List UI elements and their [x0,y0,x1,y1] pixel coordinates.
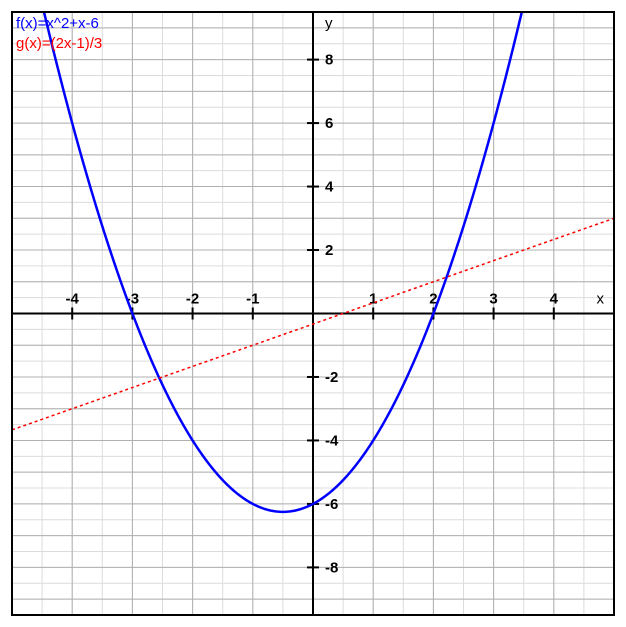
y-tick-label: 2 [325,242,333,259]
y-tick-label: -6 [325,496,338,513]
y-tick-label: -4 [325,432,339,449]
x-tick-label: 1 [369,291,377,308]
x-tick-label: -2 [186,291,199,308]
x-tick-label: -4 [66,291,80,308]
y-tick-label: -2 [325,369,338,386]
function-plot-chart: -4-3-2-11234-8-6-4-22468xyf(x)=x^2+x-6g(… [0,0,626,627]
y-tick-label: 4 [325,179,334,196]
y-tick-label: 6 [325,115,333,132]
legend-item: f(x)=x^2+x-6 [16,15,99,32]
x-tick-label: 4 [550,291,559,308]
y-tick-label: -8 [325,559,338,576]
x-tick-label: 3 [489,291,497,308]
plot-svg: -4-3-2-11234-8-6-4-22468xyf(x)=x^2+x-6g(… [0,0,626,627]
x-tick-label: -1 [246,291,259,308]
y-tick-label: 8 [325,52,333,69]
legend-item: g(x)=(2x-1)/3 [16,35,102,52]
y-axis-label: y [325,15,333,32]
x-axis-label: x [597,291,605,308]
